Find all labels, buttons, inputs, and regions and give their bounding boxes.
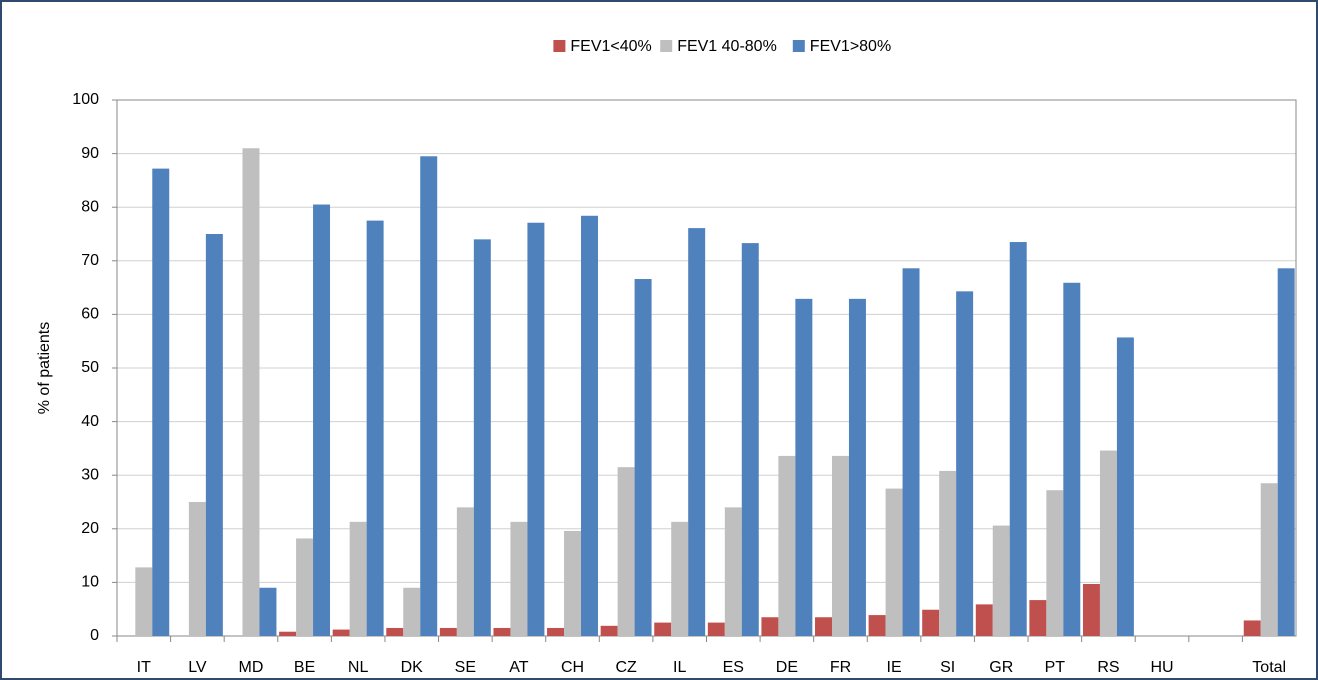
x-tick-label: ES (723, 659, 744, 676)
bar (527, 222, 545, 636)
bar (795, 298, 813, 636)
bar (885, 488, 903, 636)
legend-label: FEV1<40% (570, 38, 651, 55)
legend-label: FEV1>80% (810, 38, 891, 55)
bar (1063, 282, 1081, 636)
bar (922, 609, 940, 636)
bar (313, 204, 331, 636)
legend-swatch (553, 40, 566, 52)
bar (510, 521, 528, 636)
bar (1099, 450, 1117, 636)
bar (902, 268, 920, 636)
bar (600, 625, 618, 636)
x-tick-label: SE (455, 659, 476, 676)
bar (1009, 242, 1027, 637)
bar (688, 228, 706, 636)
legend-label: FEV1 40-80% (677, 38, 777, 55)
x-tick-label: PT (1045, 659, 1066, 676)
x-tick-label: RS (1097, 659, 1119, 676)
bar (456, 507, 474, 636)
bar (654, 622, 672, 636)
x-tick-label: LV (188, 659, 207, 676)
x-tick-label: CZ (615, 659, 637, 676)
bar (205, 234, 223, 636)
bar (634, 279, 652, 636)
bar (188, 502, 206, 636)
bar (420, 156, 438, 636)
x-tick-label: MD (239, 659, 264, 676)
y-tick-label: 40 (81, 413, 99, 430)
y-tick-label: 100 (72, 91, 99, 108)
bar (707, 622, 725, 636)
x-tick-label: HU (1150, 659, 1173, 676)
bar (581, 215, 598, 636)
bar (815, 617, 832, 636)
legend-swatch (660, 40, 673, 52)
x-tick-label: DK (401, 659, 424, 676)
bar (242, 148, 260, 637)
bar (1116, 337, 1134, 636)
bar (152, 168, 170, 636)
x-tick-label: IE (887, 659, 902, 676)
x-tick-label: SI (940, 659, 955, 676)
x-tick-label: IL (673, 659, 686, 676)
y-tick-label: 90 (81, 145, 99, 162)
y-tick-label: 80 (81, 198, 99, 215)
x-tick-label: BE (294, 659, 315, 676)
bar (939, 470, 957, 636)
y-tick-label: 60 (81, 306, 99, 323)
bar (135, 567, 153, 636)
bar (279, 631, 297, 636)
bar (848, 298, 866, 636)
bar (332, 629, 350, 636)
y-tick-label: 70 (81, 252, 99, 269)
bar (831, 455, 849, 636)
y-tick-label: 10 (81, 574, 99, 591)
bar (778, 455, 796, 636)
bar (671, 521, 689, 636)
bar (1082, 584, 1100, 636)
y-tick-label: 0 (90, 627, 99, 644)
bar (617, 467, 635, 636)
bar (403, 587, 421, 636)
legend-swatch (792, 40, 805, 52)
bar (1277, 268, 1295, 636)
bar (493, 627, 511, 636)
bar (956, 291, 974, 636)
bar (366, 220, 384, 636)
y-tick-label: 50 (81, 359, 99, 376)
x-tick-label: CH (561, 659, 584, 676)
bar (1243, 620, 1261, 636)
bar (1046, 490, 1064, 636)
bar (547, 627, 565, 636)
bar (473, 239, 491, 637)
bar (386, 627, 404, 636)
bar (1029, 600, 1047, 636)
y-tick-label: 30 (81, 466, 99, 483)
y-axis-label: % of patients (36, 322, 53, 415)
x-tick-label: FR (830, 659, 851, 676)
x-tick-label: GR (989, 659, 1013, 676)
x-tick-label: NL (348, 659, 369, 676)
x-tick-label: AT (509, 659, 528, 676)
bar (761, 617, 779, 636)
bar (439, 627, 457, 636)
bar (975, 604, 993, 636)
bar (1260, 483, 1278, 636)
x-tick-label: Total (1252, 659, 1286, 676)
x-tick-label: IT (137, 659, 151, 676)
bar (724, 507, 742, 636)
y-tick-label: 20 (81, 520, 99, 537)
bar (564, 530, 582, 636)
bar (992, 525, 1010, 636)
bar (259, 587, 277, 636)
bar (349, 521, 367, 636)
bar (868, 615, 886, 636)
x-tick-label: DE (776, 659, 798, 676)
bar (296, 538, 314, 636)
bar (741, 243, 759, 636)
